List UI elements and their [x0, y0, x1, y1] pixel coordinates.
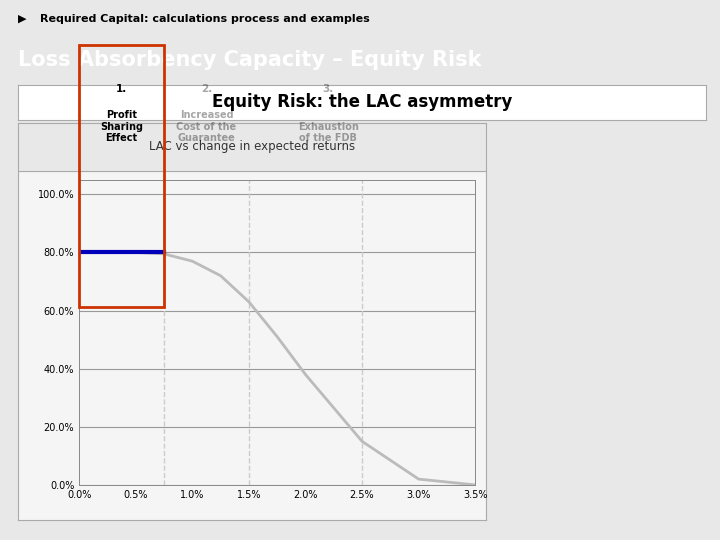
Text: Exhaustion
of the FDB: Exhaustion of the FDB [297, 122, 359, 143]
Text: ▶: ▶ [18, 14, 27, 24]
Bar [79, 45, 164, 307]
Text: 1.: 1. [116, 84, 127, 94]
Text: 3.: 3. [323, 84, 334, 94]
Text: 2.: 2. [201, 84, 212, 94]
Bar [18, 123, 486, 171]
Text: Increased
Cost of the
Guarantee: Increased Cost of the Guarantee [176, 110, 237, 143]
Text: Profit
Sharing
Effect: Profit Sharing Effect [100, 110, 143, 143]
Text: Loss Absorbency Capacity – Equity Risk: Loss Absorbency Capacity – Equity Risk [18, 50, 482, 70]
Text: Required Capital: calculations process and examples: Required Capital: calculations process a… [40, 14, 369, 24]
Text: LAC vs change in expected returns: LAC vs change in expected returns [149, 140, 355, 153]
Text: Equity Risk: the LAC asymmetry: Equity Risk: the LAC asymmetry [212, 93, 512, 111]
